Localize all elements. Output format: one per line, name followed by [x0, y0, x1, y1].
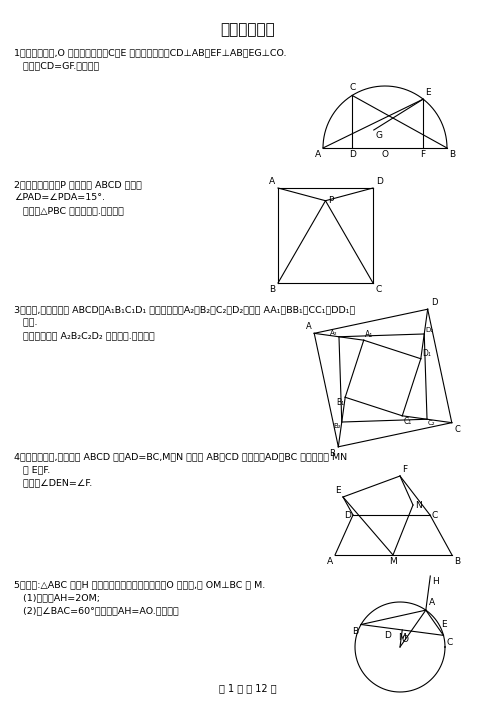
Text: O: O — [381, 150, 388, 159]
Text: 中点.: 中点. — [14, 318, 38, 327]
Text: A₁: A₁ — [365, 330, 373, 339]
Text: H: H — [433, 577, 439, 586]
Text: 求证：△PBC 是正三角形.（初二）: 求证：△PBC 是正三角形.（初二） — [14, 206, 124, 215]
Text: 几何经典难题: 几何经典难题 — [221, 22, 275, 37]
Text: (2)若∠BAC=60°，求证：AH=AO.（初三）: (2)若∠BAC=60°，求证：AH=AO.（初三） — [14, 606, 179, 615]
Text: 4、已知：如图,在四边形 ABCD 中，AD=BC,M、N 分别是 AB、CD 的中点，AD、BC 的延长线交 MN: 4、已知：如图,在四边形 ABCD 中，AD=BC,M、N 分别是 AB、CD … — [14, 452, 347, 461]
Text: D: D — [431, 298, 437, 307]
Text: N: N — [415, 501, 422, 510]
Text: E: E — [425, 88, 431, 97]
Text: A: A — [327, 557, 333, 566]
Text: D: D — [344, 510, 351, 519]
Text: (1)求证：AH=2OM;: (1)求证：AH=2OM; — [14, 593, 100, 602]
Text: C: C — [376, 285, 382, 294]
Text: G: G — [376, 131, 383, 140]
Text: A: A — [306, 322, 311, 331]
Text: C: C — [349, 84, 355, 93]
Text: ∠PAD=∠PDA=15°.: ∠PAD=∠PDA=15°. — [14, 193, 105, 202]
Text: D₁: D₁ — [422, 349, 431, 358]
Text: 求证：四边形 A₂B₂C₂D₂ 是正方形.（初二）: 求证：四边形 A₂B₂C₂D₂ 是正方形.（初二） — [14, 331, 155, 340]
Text: C: C — [455, 425, 461, 434]
Text: 求证：∠DEN=∠F.: 求证：∠DEN=∠F. — [14, 478, 92, 487]
Text: 1、已知：如图,O 是半圆的圆心，C、E 是圆上的两点，CD⊥AB，EF⊥AB，EG⊥CO.: 1、已知：如图,O 是半圆的圆心，C、E 是圆上的两点，CD⊥AB，EF⊥AB，… — [14, 48, 287, 57]
Text: C: C — [446, 638, 453, 647]
Text: D: D — [384, 631, 391, 640]
Text: 5、已知:△ABC 中，H 为重心（各边高线的交点），O 为外心,且 OM⊥BC 于 M.: 5、已知:△ABC 中，H 为重心（各边高线的交点），O 为外心,且 OM⊥BC… — [14, 580, 265, 589]
Text: 2、已知：如图，P 是正方形 ABCD 内点，: 2、已知：如图，P 是正方形 ABCD 内点， — [14, 180, 142, 189]
Text: 求证：CD=GF.（初三）: 求证：CD=GF.（初三） — [14, 61, 99, 70]
Text: C₂: C₂ — [428, 420, 435, 426]
Text: B₁: B₁ — [336, 398, 344, 407]
Text: C: C — [432, 510, 438, 519]
Text: A: A — [429, 598, 435, 607]
Text: 第 1 页 共 12 页: 第 1 页 共 12 页 — [219, 683, 277, 693]
Text: P: P — [328, 197, 334, 205]
Text: 于 E、F.: 于 E、F. — [14, 465, 50, 474]
Text: B: B — [454, 557, 460, 566]
Text: B: B — [352, 628, 358, 637]
Text: A₂: A₂ — [330, 330, 338, 336]
Text: B: B — [269, 285, 275, 294]
Text: B₂: B₂ — [333, 423, 341, 429]
Text: A: A — [315, 150, 321, 159]
Text: E: E — [335, 486, 341, 495]
Text: D: D — [349, 150, 356, 159]
Text: F: F — [402, 465, 407, 474]
Text: E: E — [441, 620, 446, 629]
Text: C₁: C₁ — [403, 417, 412, 426]
Text: B: B — [449, 150, 455, 159]
Text: A: A — [269, 177, 275, 186]
Text: M: M — [389, 557, 397, 566]
Text: M: M — [398, 633, 406, 642]
Text: D₂: D₂ — [425, 327, 434, 333]
Text: D: D — [376, 177, 383, 186]
Text: 3、如图,已知四边形 ABCD、A₁B₁C₁D₁ 都是正方形，A₂、B₂、C₂、D₂分别是 AA₁、BB₁、CC₁、DD₁的: 3、如图,已知四边形 ABCD、A₁B₁C₁D₁ 都是正方形，A₂、B₂、C₂、… — [14, 305, 355, 314]
Text: O: O — [402, 635, 409, 644]
Text: B: B — [329, 449, 335, 458]
Text: F: F — [421, 150, 426, 159]
